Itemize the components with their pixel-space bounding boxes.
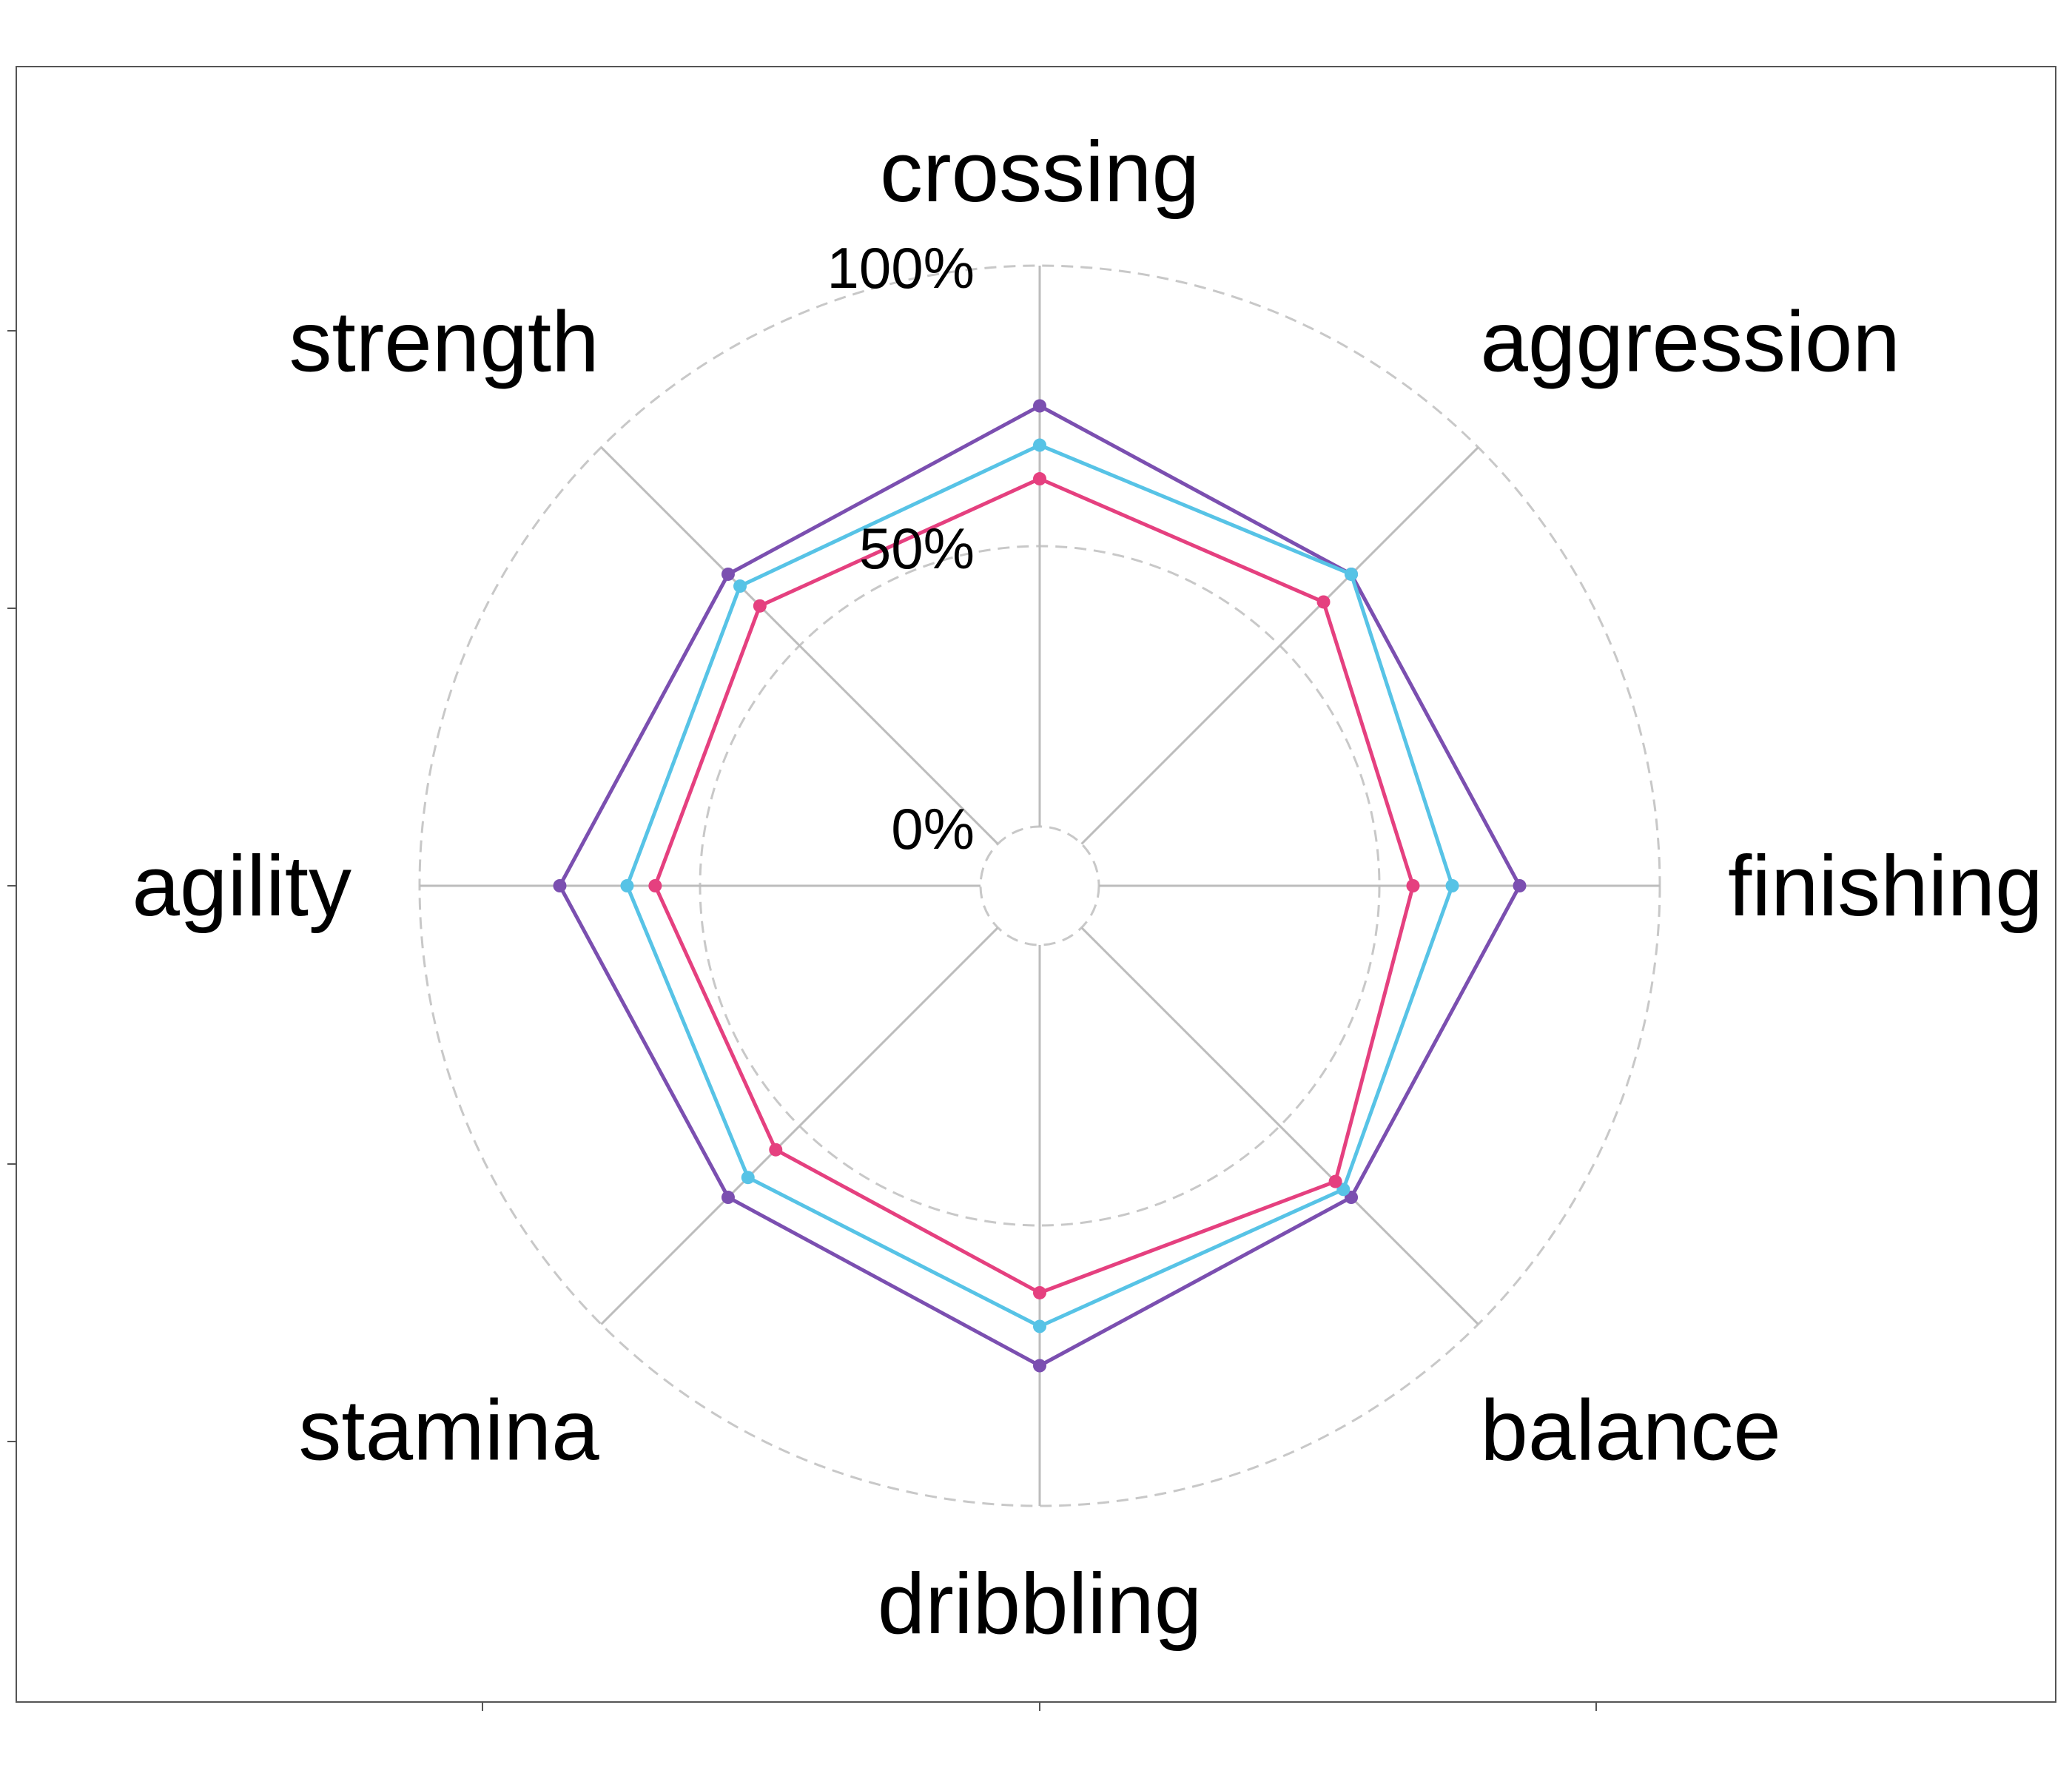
series-point [769,1143,783,1157]
series-point [620,879,634,892]
spoke-line [1080,446,1479,845]
series-point [1033,399,1046,413]
axis-label: agility [132,838,352,934]
spoke-line [600,926,999,1325]
axis-label: aggression [1480,294,1900,390]
plot-frame [16,66,2056,1703]
spoke-line [1080,926,1479,1325]
series-point [1033,1359,1046,1373]
axis-labels: crossing aggression finishing balance dribbl… [132,124,2042,1652]
axis-label: finishing [1728,838,2043,934]
series-point [733,579,747,593]
series-layer [553,399,1527,1373]
series-point [1033,1319,1046,1333]
grid-labels: 0% 50% 100% [827,235,975,861]
axis-ticks [7,330,1597,1711]
grid-label: 100% [827,235,975,300]
grid-label: 50% [859,516,975,581]
series-point [1445,879,1459,892]
axis-label: crossing [880,124,1200,220]
axis-label: balance [1480,1382,1780,1478]
series-point [721,1191,735,1205]
axis-label: dribbling [878,1555,1202,1652]
series-point [1033,438,1046,452]
spokes [420,266,1660,1506]
series-point [753,599,767,613]
series-point [1033,472,1046,486]
series-point [1316,595,1331,609]
spoke-line [600,446,999,845]
series-point [553,879,567,892]
series-point [1033,1285,1046,1299]
series-point [741,1171,755,1185]
axis-label: stamina [298,1382,599,1478]
grid-circle [979,825,1100,946]
axis-label: strength [289,294,599,390]
series-point [1345,567,1359,581]
series-point [1328,1174,1342,1188]
series-point [721,567,735,581]
series-point [1513,879,1527,892]
series-point [648,879,662,892]
grid-label: 0% [891,796,975,861]
series-point [1406,879,1420,892]
